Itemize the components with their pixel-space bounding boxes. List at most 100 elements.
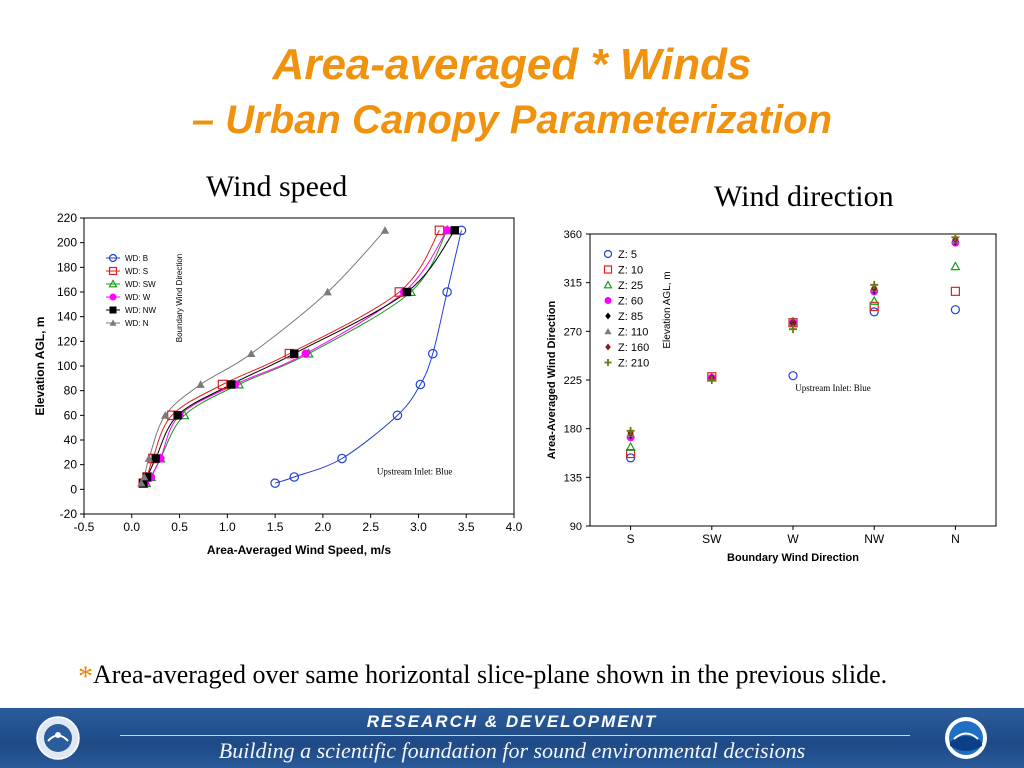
legend: WD: B WD: S WD: SW WD: W WD: NW WD: N bbox=[106, 253, 157, 328]
legend-title: Boundary Wind Direction bbox=[175, 254, 184, 342]
right-chart-subtitle: Wind direction bbox=[714, 180, 894, 213]
data-point bbox=[173, 411, 182, 420]
footer-banner: RESEARCH & DEVELOPMENT Building a scient… bbox=[0, 708, 1024, 768]
data-point bbox=[137, 478, 146, 487]
data-point bbox=[142, 472, 152, 482]
slide-title-line1: Area-averaged * Winds bbox=[272, 40, 752, 89]
banner-heading: RESEARCH & DEVELOPMENT bbox=[366, 712, 658, 731]
y-tick-label: 40 bbox=[64, 433, 78, 447]
y-tick-label: -20 bbox=[60, 507, 78, 521]
legend-entry: Z: 110 bbox=[618, 327, 648, 339]
legend-entry: Z: 85 bbox=[618, 311, 643, 323]
noaa-logo bbox=[945, 717, 987, 759]
data-point bbox=[270, 478, 280, 488]
x-tick-label: 4.0 bbox=[506, 520, 523, 534]
y-tick-label: 80 bbox=[64, 384, 78, 398]
y-tick-label: 270 bbox=[564, 326, 582, 338]
legend-entry: WD: S bbox=[125, 267, 148, 276]
legend-entry: Z: 10 bbox=[618, 265, 643, 277]
x-tick-label: N bbox=[951, 532, 960, 546]
data-point bbox=[870, 280, 879, 289]
legend-entry: WD: W bbox=[125, 293, 151, 302]
legend-marker bbox=[108, 266, 118, 276]
legend-marker bbox=[603, 265, 613, 274]
x-tick-label: 1.5 bbox=[267, 520, 284, 534]
data-point bbox=[161, 411, 170, 419]
x-tick-label: -0.5 bbox=[74, 520, 95, 534]
data-point bbox=[789, 319, 797, 328]
legend-entry: WD: NW bbox=[125, 306, 157, 315]
data-point bbox=[625, 448, 636, 459]
y-tick-label: 180 bbox=[57, 260, 77, 274]
left-chart-subtitle: Wind speed bbox=[206, 170, 348, 203]
y-tick-label: 180 bbox=[564, 424, 582, 436]
y-tick-label: 20 bbox=[64, 458, 78, 472]
legend-marker bbox=[109, 306, 117, 314]
x-tick-label: 0.5 bbox=[171, 520, 188, 534]
data-point bbox=[289, 472, 300, 482]
data-point bbox=[950, 261, 961, 271]
legend-entry: Z: 210 bbox=[618, 358, 649, 370]
data-point bbox=[869, 295, 880, 305]
data-point bbox=[951, 233, 960, 242]
y-tick-label: 220 bbox=[57, 211, 77, 225]
x-tick-label: 2.5 bbox=[362, 520, 379, 534]
legend-marker bbox=[603, 280, 613, 289]
legend-entry: Z: 25 bbox=[618, 280, 643, 292]
data-point bbox=[427, 348, 438, 359]
footnote-star: * bbox=[78, 660, 93, 693]
data-point bbox=[442, 226, 452, 235]
data-point bbox=[950, 305, 960, 315]
data-point bbox=[196, 380, 205, 388]
data-point bbox=[625, 441, 636, 451]
data-point bbox=[247, 349, 256, 358]
x-tick-label: 2.0 bbox=[315, 520, 332, 534]
y-tick-label: 315 bbox=[564, 278, 582, 290]
y-axis-label: Area-Averaged Wind Direction bbox=[546, 301, 558, 460]
data-point bbox=[380, 226, 390, 234]
legend-marker bbox=[604, 328, 612, 335]
x-axis-label: Boundary Wind Direction bbox=[727, 552, 859, 564]
x-tick-label: SW bbox=[702, 532, 722, 546]
upstream-annotation: Upstream Inlet: Blue bbox=[795, 383, 870, 393]
plot-frame bbox=[83, 217, 515, 515]
data-point bbox=[869, 307, 879, 317]
y-tick-label: 0 bbox=[70, 482, 77, 496]
footnote-text: Area-averaged over same horizontal slice… bbox=[93, 660, 888, 689]
y-tick-label: 120 bbox=[57, 334, 77, 348]
legend-entry: WD: SW bbox=[125, 280, 156, 289]
legend-marker bbox=[108, 279, 118, 288]
data-point bbox=[450, 226, 459, 235]
x-tick-label: 1.0 bbox=[219, 520, 236, 534]
legend-marker bbox=[108, 253, 118, 263]
x-tick-label: 0.0 bbox=[123, 520, 140, 534]
y-tick-label: 200 bbox=[57, 236, 77, 250]
legend-entry: WD: N bbox=[125, 319, 149, 328]
slide-title-line2: – Urban Canopy Parameterization bbox=[191, 98, 833, 142]
data-point bbox=[217, 379, 228, 390]
y-tick-label: 160 bbox=[57, 285, 77, 299]
x-tick-label: W bbox=[787, 532, 799, 546]
y-tick-label: 135 bbox=[564, 472, 582, 484]
data-point bbox=[442, 287, 452, 297]
data-point bbox=[950, 286, 960, 296]
data-point bbox=[626, 426, 635, 435]
data-point bbox=[869, 301, 879, 312]
data-point bbox=[301, 349, 310, 358]
y-tick-label: 60 bbox=[64, 408, 78, 422]
legend-entry: Z: 5 bbox=[618, 249, 637, 261]
data-point bbox=[290, 349, 299, 358]
data-point bbox=[415, 379, 426, 390]
y-tick-label: 360 bbox=[564, 229, 582, 241]
data-point bbox=[402, 287, 412, 297]
legend-title: Elevation AGL, m bbox=[662, 271, 673, 348]
legend-entry: WD: B bbox=[125, 254, 148, 263]
wind-speed-chart: -0.5 0.0 0.5 1.0 1.5 2.0 2.5 3.0 3.5 4.0 -20 0 20 40 6… bbox=[33, 211, 523, 557]
data-point bbox=[226, 380, 236, 389]
banner-tagline: Building a scientific foundation for sou… bbox=[218, 738, 806, 763]
x-axis-label: Area-Averaged Wind Speed, m/s bbox=[207, 543, 391, 557]
x-tick-label: 3.0 bbox=[410, 520, 427, 534]
wind-direction-chart: S SW W NW N 90 135 180 225 270 315 360 Boundary Wind… bbox=[546, 229, 997, 564]
legend: Z: 5 Z: 10 Z: 25 Z: 60 Z: 85 Z: 110 Z: 160 Z: 2… bbox=[603, 249, 649, 370]
legend-entry: Z: 60 bbox=[618, 296, 643, 308]
